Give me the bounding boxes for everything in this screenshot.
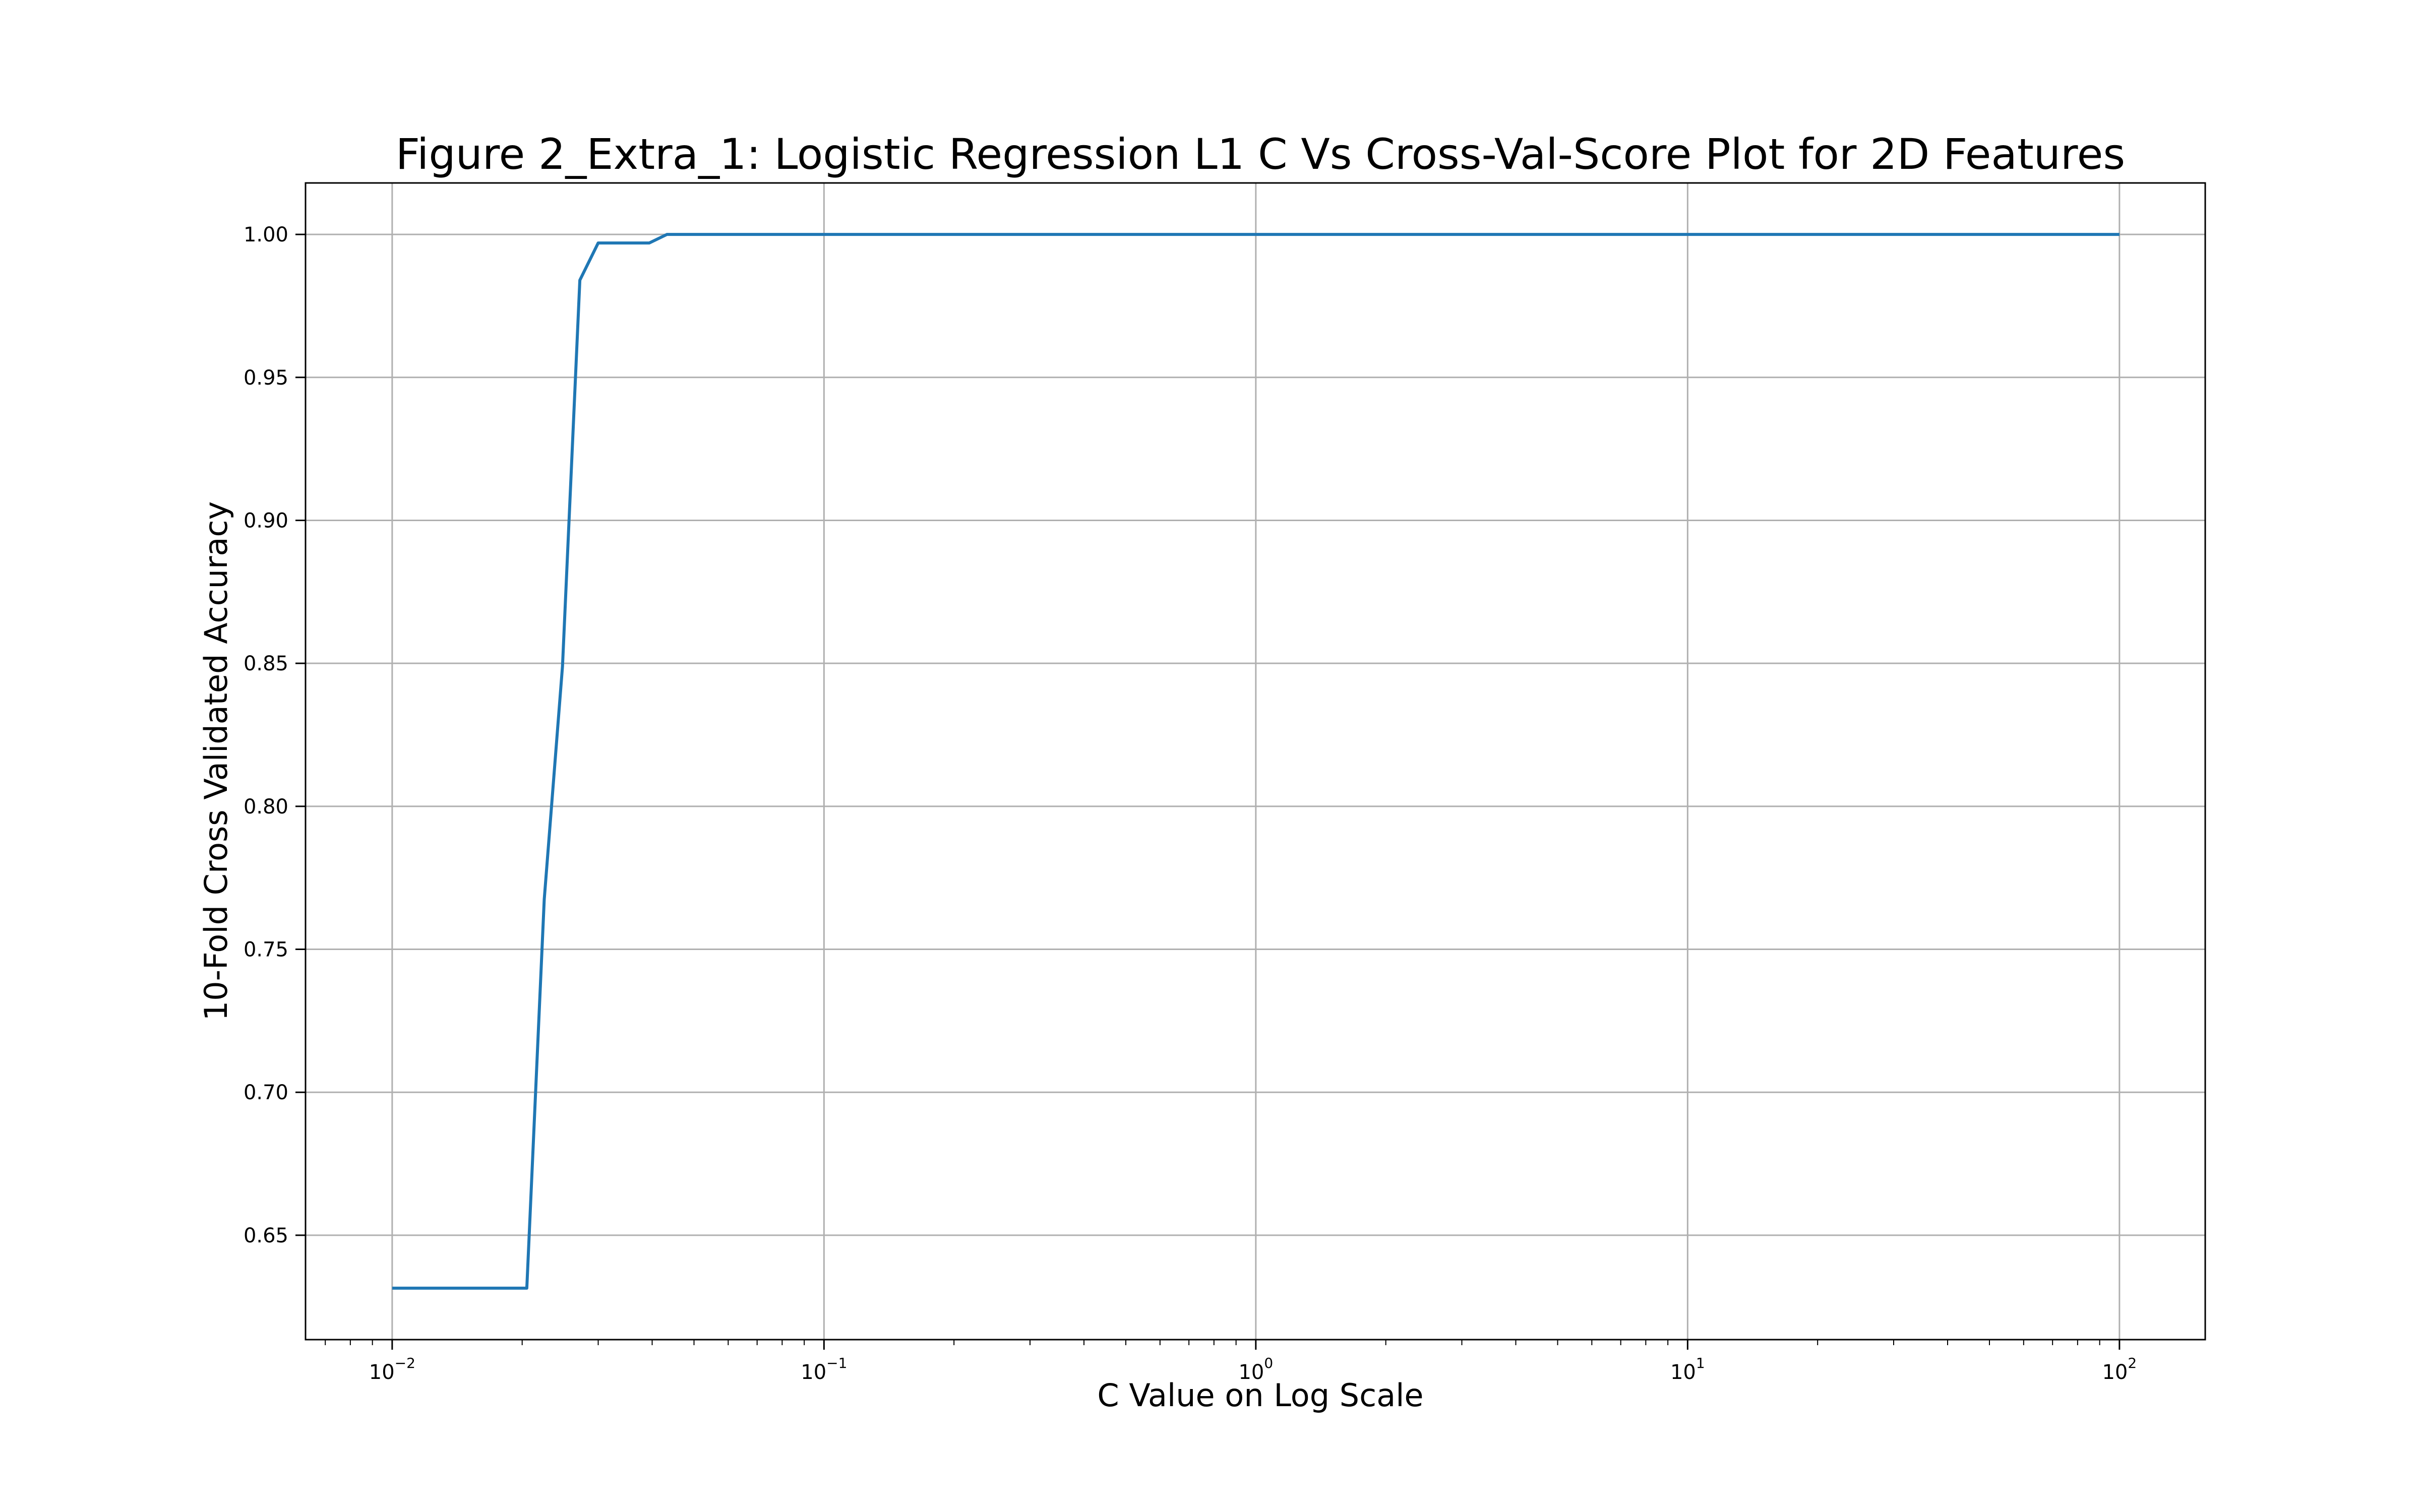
x-tick-base: 10 — [1670, 1361, 1696, 1384]
y-tick-label: 0.75 — [244, 938, 288, 962]
y-tick-label: 0.95 — [244, 366, 288, 390]
plot-frame — [305, 182, 2206, 1341]
x-tick-exponent: 1 — [1696, 1355, 1705, 1371]
chart-title: Figure 2_Extra_1: Logistic Regression L1… — [396, 130, 2125, 179]
y-axis-label: 10-Fold Cross Validated Accuracy — [198, 501, 234, 1021]
x-axis-label: C Value on Log Scale — [1097, 1377, 1423, 1414]
x-tick-label: 10−1 — [801, 1355, 847, 1384]
x-tick-exponent: −1 — [826, 1355, 847, 1371]
x-tick-base: 10 — [369, 1361, 395, 1384]
y-tick-label: 0.65 — [244, 1224, 288, 1247]
x-tick-exponent: −2 — [395, 1355, 415, 1371]
y-tick-label: 1.00 — [244, 223, 288, 246]
series-line — [392, 233, 2120, 1290]
x-tick-base: 10 — [801, 1361, 826, 1384]
y-axis-ticks: 0.65 0.70 0.75 0.80 0.85 0.90 0.95 1.00 — [244, 223, 306, 1247]
x-axis-ticks: 10−2 10−1 100 101 102 — [369, 1340, 2137, 1384]
minor-ticks — [325, 1340, 2100, 1345]
x-tick-base: 10 — [1238, 1361, 1264, 1384]
y-tick-label: 0.90 — [244, 509, 288, 532]
y-tick-label: 0.85 — [244, 652, 288, 675]
x-tick-exponent: 2 — [2128, 1355, 2137, 1371]
x-tick-exponent: 0 — [1264, 1355, 1273, 1371]
x-tick-base: 10 — [2102, 1361, 2128, 1384]
x-tick-label: 102 — [2102, 1355, 2137, 1384]
x-tick-label: 100 — [1238, 1355, 1273, 1384]
y-tick-label: 0.80 — [244, 795, 288, 818]
x-tick-label: 101 — [1670, 1355, 1705, 1384]
x-tick-label: 10−2 — [369, 1355, 415, 1384]
y-tick-label: 0.70 — [244, 1081, 288, 1104]
